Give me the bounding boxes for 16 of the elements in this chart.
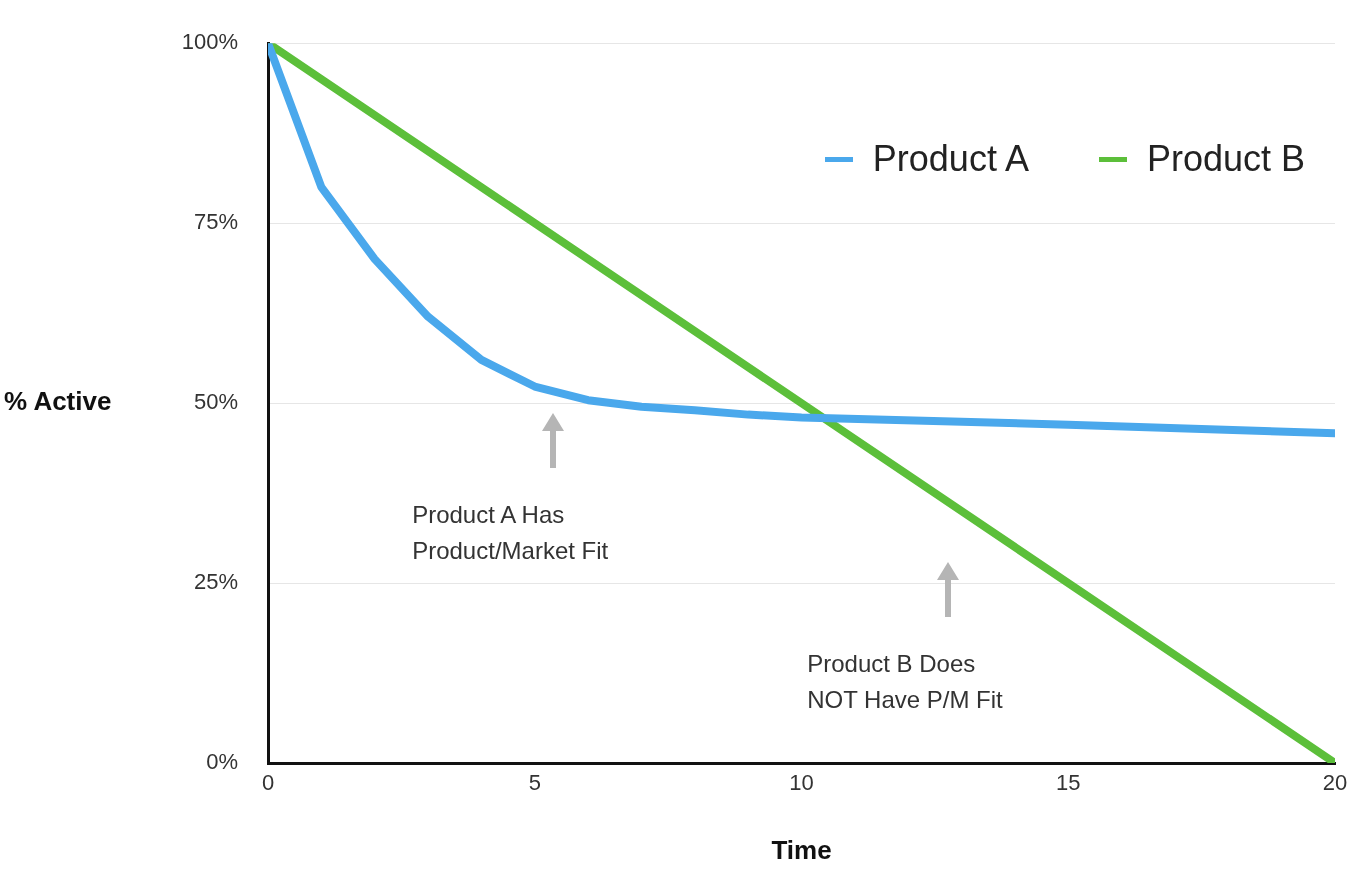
annotation: Product B Does NOT Have P/M Fit	[807, 649, 1003, 716]
legend-label: Product A	[872, 138, 1029, 181]
x-tick-label: 15	[1056, 770, 1081, 796]
x-tick-label: 5	[528, 770, 541, 796]
y-tick-label: 50%	[193, 389, 238, 415]
y-tick-label: 75%	[193, 209, 238, 235]
annotation: Product A Has Product/Market Fit	[412, 500, 609, 567]
x-axis-title: Time	[771, 834, 832, 865]
x-tick-label: 20	[1322, 770, 1348, 796]
y-axis-title: % Active	[4, 386, 112, 417]
x-tick-label: 0	[261, 770, 275, 796]
x-tick-label: 10	[789, 770, 814, 796]
legend-label: Product B	[1146, 138, 1305, 181]
y-tick-label: 25%	[193, 569, 238, 595]
y-tick-label: 0%	[206, 749, 238, 775]
y-tick-label: 100%	[181, 29, 238, 55]
